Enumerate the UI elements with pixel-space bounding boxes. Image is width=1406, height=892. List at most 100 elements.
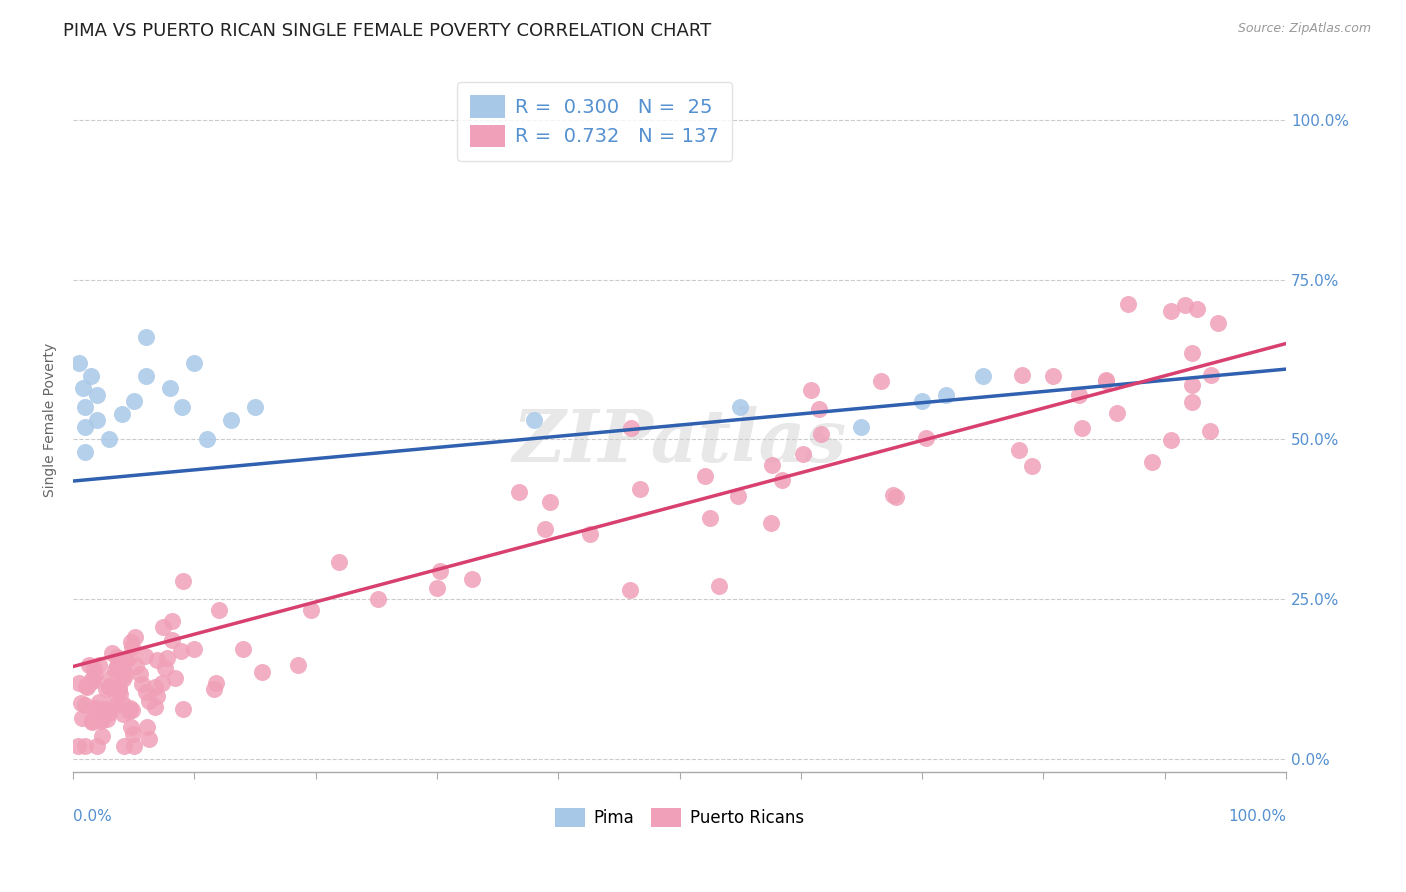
Point	[163, 671, 186, 685]
Point	[75, 401, 97, 415]
Point	[131, 677, 153, 691]
Point	[114, 652, 136, 666]
Point	[915, 431, 938, 445]
Point	[96, 712, 118, 726]
Point	[86, 413, 108, 427]
Point	[1206, 316, 1229, 330]
Point	[82, 714, 104, 729]
Point	[328, 555, 350, 569]
Point	[112, 739, 135, 754]
Point	[810, 426, 832, 441]
Point	[111, 663, 134, 677]
Point	[98, 706, 121, 720]
Text: 0.0%: 0.0%	[73, 809, 112, 824]
Point	[138, 694, 160, 708]
Point	[367, 592, 389, 607]
Point	[121, 726, 143, 740]
Point	[121, 703, 143, 717]
Point	[707, 580, 730, 594]
Point	[107, 650, 129, 665]
Point	[86, 387, 108, 401]
Point	[100, 646, 122, 660]
Point	[1070, 421, 1092, 435]
Point	[1187, 301, 1209, 316]
Point	[1181, 377, 1204, 392]
Point	[111, 697, 134, 711]
Point	[299, 603, 322, 617]
Point	[73, 698, 96, 712]
Point	[98, 433, 121, 447]
Point	[207, 602, 229, 616]
Point	[152, 619, 174, 633]
Point	[170, 644, 193, 658]
Point	[75, 679, 97, 693]
Point	[195, 433, 218, 447]
Point	[232, 642, 254, 657]
Point	[66, 739, 89, 754]
Point	[172, 401, 194, 415]
Point	[146, 653, 169, 667]
Point	[80, 368, 103, 383]
Point	[114, 668, 136, 682]
Text: Source: ZipAtlas.com: Source: ZipAtlas.com	[1237, 22, 1371, 36]
Point	[800, 383, 823, 397]
Point	[118, 649, 141, 664]
Point	[125, 659, 148, 673]
Point	[911, 394, 934, 409]
Point	[972, 368, 994, 383]
Point	[150, 676, 173, 690]
Point	[807, 402, 830, 417]
Point	[135, 330, 157, 344]
Point	[87, 695, 110, 709]
Point	[1007, 443, 1029, 458]
Point	[80, 715, 103, 730]
Point	[160, 615, 183, 629]
Point	[870, 374, 893, 388]
Point	[792, 446, 814, 460]
Point	[1011, 368, 1033, 383]
Point	[628, 482, 651, 496]
Point	[121, 640, 143, 655]
Point	[136, 720, 159, 734]
Point	[135, 368, 157, 383]
Point	[425, 581, 447, 595]
Point	[82, 673, 104, 688]
Legend: Pima, Puerto Ricans: Pima, Puerto Ricans	[548, 802, 810, 834]
Point	[183, 642, 205, 657]
Point	[138, 732, 160, 747]
Point	[129, 666, 152, 681]
Point	[1095, 374, 1118, 388]
Point	[104, 691, 127, 706]
Point	[759, 516, 782, 531]
Point	[143, 680, 166, 694]
Point	[70, 696, 93, 710]
Point	[1199, 425, 1222, 439]
Point	[98, 705, 121, 719]
Text: PIMA VS PUERTO RICAN SINGLE FEMALE POVERTY CORRELATION CHART: PIMA VS PUERTO RICAN SINGLE FEMALE POVER…	[63, 22, 711, 40]
Point	[110, 687, 132, 701]
Point	[70, 711, 93, 725]
Text: ZIPatlas: ZIPatlas	[512, 406, 846, 477]
Point	[72, 381, 94, 395]
Point	[98, 679, 121, 693]
Point	[1116, 296, 1139, 310]
Point	[98, 703, 121, 717]
Point	[67, 356, 90, 370]
Point	[86, 702, 108, 716]
Point	[110, 407, 132, 421]
Point	[104, 663, 127, 677]
Point	[146, 690, 169, 704]
Point	[104, 698, 127, 712]
Point	[122, 394, 145, 409]
Point	[120, 635, 142, 649]
Point	[693, 469, 716, 483]
Point	[156, 651, 179, 665]
Point	[523, 413, 546, 427]
Point	[205, 676, 228, 690]
Text: 100.0%: 100.0%	[1227, 809, 1286, 824]
Point	[1069, 388, 1091, 402]
Point	[699, 511, 721, 525]
Point	[112, 672, 135, 686]
Point	[770, 473, 793, 487]
Point	[538, 494, 561, 508]
